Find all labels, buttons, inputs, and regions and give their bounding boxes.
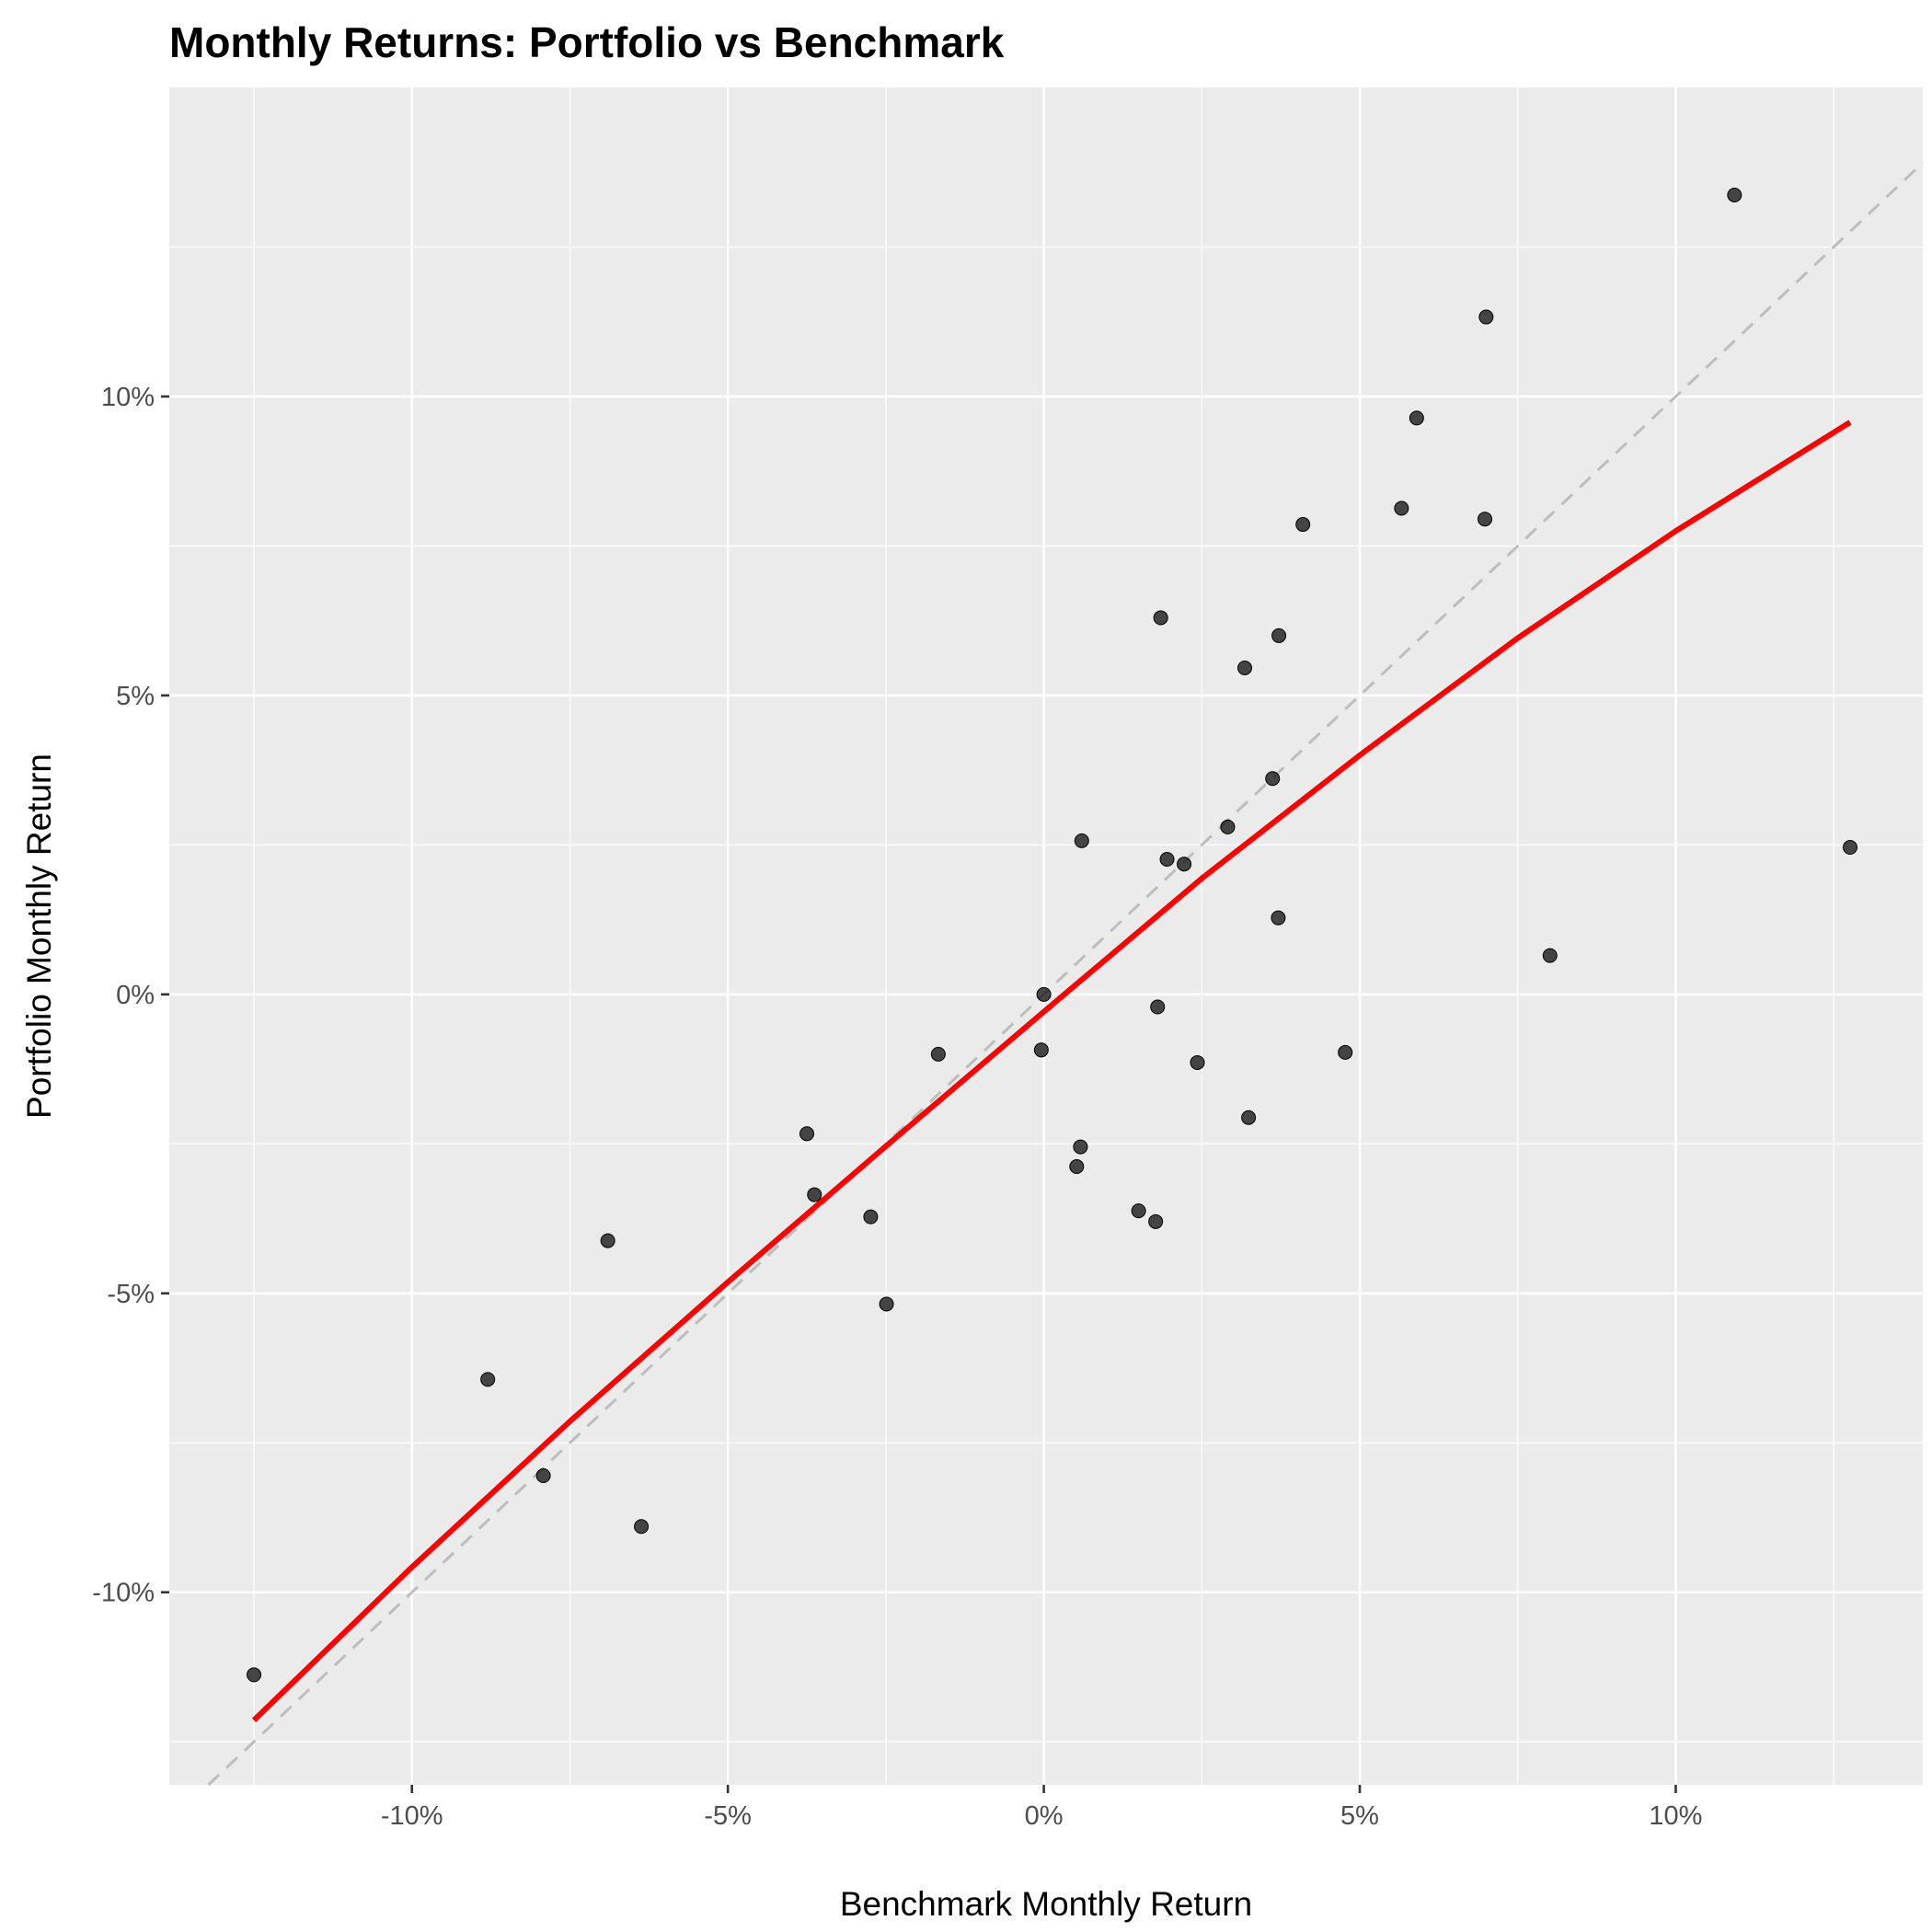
data-point xyxy=(1159,851,1175,867)
x-tick-label: 10% xyxy=(1649,1801,1702,1831)
chart-title: Monthly Returns: Portfolio vs Benchmark xyxy=(169,18,1005,66)
data-point xyxy=(1241,1110,1257,1125)
y-axis-title: Portfolio Monthly Return xyxy=(20,753,58,1119)
data-point xyxy=(1177,857,1192,872)
y-tick-label: 0% xyxy=(116,981,155,1010)
data-point xyxy=(1265,771,1281,787)
x-tick-label: -10% xyxy=(381,1801,443,1831)
data-point xyxy=(1074,833,1089,848)
data-point xyxy=(1033,1042,1049,1058)
data-point xyxy=(600,1233,615,1248)
y-tick-label: 10% xyxy=(101,383,155,412)
data-point xyxy=(1150,999,1166,1015)
data-point xyxy=(1153,610,1168,626)
y-tick-label: -5% xyxy=(107,1280,155,1309)
data-point xyxy=(1190,1054,1205,1070)
data-point xyxy=(1478,309,1494,325)
data-point xyxy=(1220,819,1236,834)
major-gridlines xyxy=(169,87,1923,1785)
x-tick-label: -5% xyxy=(704,1801,752,1831)
data-point xyxy=(863,1209,879,1225)
data-point xyxy=(1295,517,1311,533)
reference-line-layer xyxy=(207,161,1925,1787)
data-point xyxy=(247,1667,262,1683)
data-point xyxy=(634,1519,650,1535)
data-points xyxy=(247,187,1858,1683)
x-tick-label: 5% xyxy=(1340,1801,1379,1831)
data-point xyxy=(1478,512,1493,527)
plot-panel xyxy=(169,87,1923,1785)
data-point xyxy=(535,1468,551,1484)
y-tick-label: 5% xyxy=(116,682,155,711)
data-point xyxy=(799,1126,815,1142)
data-point xyxy=(1338,1044,1353,1060)
data-point xyxy=(1271,627,1287,643)
data-point xyxy=(1073,1139,1088,1155)
data-point xyxy=(1148,1213,1164,1229)
data-point xyxy=(879,1296,894,1312)
data-point xyxy=(1409,410,1424,426)
data-point xyxy=(480,1372,496,1387)
data-point xyxy=(1036,986,1052,1002)
minor-gridlines xyxy=(169,87,1923,1785)
reference-line xyxy=(207,161,1925,1787)
data-point xyxy=(1237,661,1253,676)
data-point xyxy=(1131,1203,1146,1219)
data-point xyxy=(1843,839,1858,855)
data-point xyxy=(1069,1159,1085,1175)
fit-line-layer xyxy=(251,420,1852,1722)
data-point xyxy=(1727,187,1742,202)
data-point xyxy=(930,1046,946,1062)
x-tick-label: 0% xyxy=(1025,1801,1064,1831)
x-axis-ticks: -10% -5% 0% 5% 10% xyxy=(381,1785,1702,1831)
data-point xyxy=(1394,500,1409,516)
data-point xyxy=(1271,910,1286,926)
x-axis-title: Benchmark Monthly Return xyxy=(840,1885,1252,1923)
y-tick-label: -10% xyxy=(92,1579,155,1608)
data-point xyxy=(1542,948,1558,963)
data-point xyxy=(807,1187,822,1202)
y-axis-ticks: -10% -5% 0% 5% 10% xyxy=(92,383,169,1608)
fit-line xyxy=(251,420,1852,1722)
